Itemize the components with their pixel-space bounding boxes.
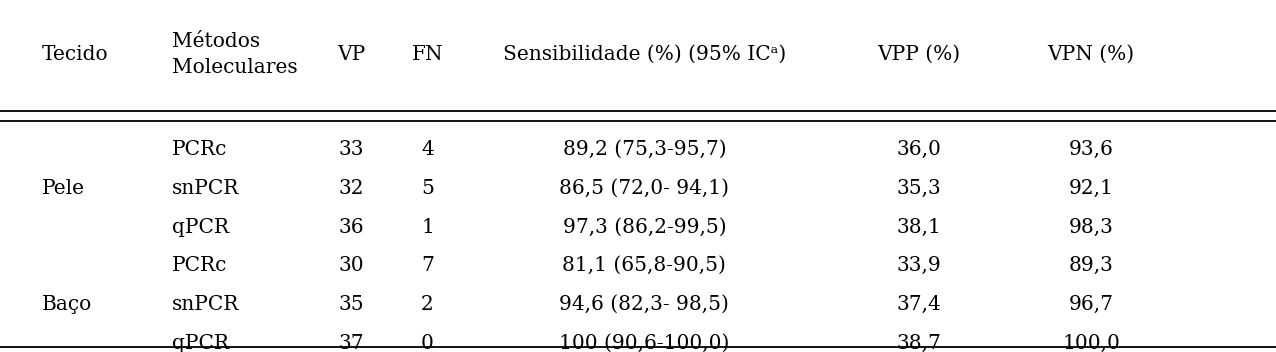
Text: 1: 1 — [421, 218, 434, 237]
Text: Métodos: Métodos — [172, 32, 260, 51]
Text: 38,7: 38,7 — [896, 334, 942, 352]
Text: 37,4: 37,4 — [896, 295, 942, 314]
Text: 30: 30 — [338, 256, 364, 275]
Text: 93,6: 93,6 — [1068, 140, 1114, 159]
Text: 100 (90,6-100,0): 100 (90,6-100,0) — [559, 334, 730, 352]
Text: 36,0: 36,0 — [896, 140, 942, 159]
Text: Pele: Pele — [42, 179, 85, 198]
Text: 86,5 (72,0- 94,1): 86,5 (72,0- 94,1) — [559, 179, 730, 198]
Text: FN: FN — [412, 45, 443, 64]
Text: 33,9: 33,9 — [896, 256, 942, 275]
Text: VP: VP — [337, 45, 365, 64]
Text: 36: 36 — [338, 218, 364, 237]
Text: snPCR: snPCR — [172, 295, 240, 314]
Text: VPP (%): VPP (%) — [877, 45, 961, 64]
Text: 89,3: 89,3 — [1068, 256, 1114, 275]
Text: 94,6 (82,3- 98,5): 94,6 (82,3- 98,5) — [559, 295, 730, 314]
Text: 97,3 (86,2-99,5): 97,3 (86,2-99,5) — [563, 218, 726, 237]
Text: Moleculares: Moleculares — [172, 58, 297, 77]
Text: 0: 0 — [421, 334, 434, 352]
Text: 32: 32 — [338, 179, 364, 198]
Text: 2: 2 — [421, 295, 434, 314]
Text: 92,1: 92,1 — [1068, 179, 1114, 198]
Text: qPCR: qPCR — [172, 334, 230, 352]
Text: 35,3: 35,3 — [896, 179, 942, 198]
Text: Tecido: Tecido — [42, 45, 108, 64]
Text: 4: 4 — [421, 140, 434, 159]
Text: 37: 37 — [338, 334, 364, 352]
Text: 100,0: 100,0 — [1062, 334, 1120, 352]
Text: Sensibilidade (%) (95% ICᵃ): Sensibilidade (%) (95% ICᵃ) — [503, 45, 786, 64]
Text: 81,1 (65,8-90,5): 81,1 (65,8-90,5) — [563, 256, 726, 275]
Text: 7: 7 — [421, 256, 434, 275]
Text: 98,3: 98,3 — [1068, 218, 1114, 237]
Text: qPCR: qPCR — [172, 218, 230, 237]
Text: Baço: Baço — [42, 295, 92, 314]
Text: snPCR: snPCR — [172, 179, 240, 198]
Text: PCRc: PCRc — [172, 140, 227, 159]
Text: PCRc: PCRc — [172, 256, 227, 275]
Text: 96,7: 96,7 — [1068, 295, 1114, 314]
Text: 33: 33 — [338, 140, 364, 159]
Text: VPN (%): VPN (%) — [1048, 45, 1134, 64]
Text: 89,2 (75,3-95,7): 89,2 (75,3-95,7) — [563, 140, 726, 159]
Text: 5: 5 — [421, 179, 434, 198]
Text: 35: 35 — [338, 295, 364, 314]
Text: 38,1: 38,1 — [896, 218, 942, 237]
